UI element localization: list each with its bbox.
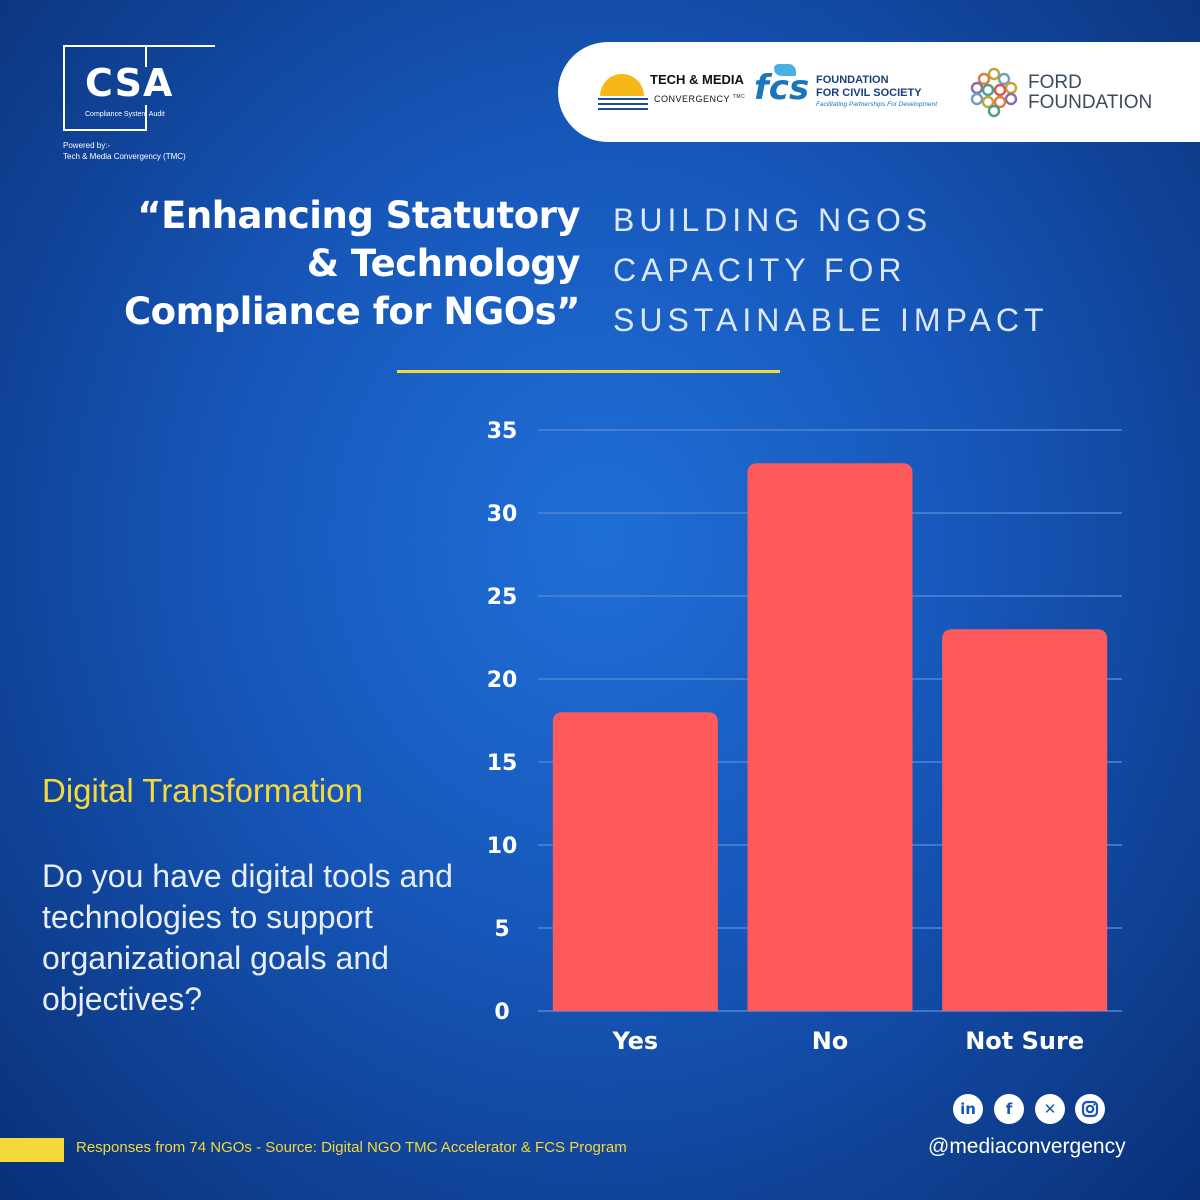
- csa-logo-subtitle: Compliance System Audit: [85, 111, 165, 118]
- chart-bar-not-sure: [942, 629, 1108, 1011]
- footer-source: Responses from 74 NGOs - Source: Digital…: [76, 1139, 627, 1156]
- fcs-tagline: Facilitating Partnerships For Developmen…: [816, 101, 938, 108]
- ford-name-line1: FORD: [1028, 72, 1082, 93]
- instagram-glyph-icon: [1081, 1100, 1099, 1118]
- fcs-name-line1: FOUNDATION: [816, 74, 889, 86]
- tmc-name-line2: CONVERGENCY TMC: [654, 94, 745, 104]
- tmc-name-word: CONVERGENCY: [654, 94, 730, 104]
- tmc-trademark: TMC: [732, 94, 746, 100]
- ford-foundation-emblem-icon: [970, 67, 1018, 118]
- tmc-logo: TECH & MEDIA CONVERGENCY TMC: [598, 70, 745, 120]
- powered-by: Powered by:- Tech & Media Convergency (T…: [63, 140, 186, 162]
- chart-y-tick-label: 35: [487, 419, 518, 444]
- chart-x-tick-labels: Yes No Not Sure: [611, 1027, 1084, 1055]
- bar-chart: 0 5 10 15 20 25 30 35 Yes No Not Sure: [487, 419, 1122, 1055]
- csa-logo-frame-right-bottom: [145, 105, 147, 129]
- instagram-icon[interactable]: [1075, 1094, 1105, 1124]
- fcs-bird-icon: [774, 64, 796, 76]
- chart-y-tick-label: 10: [487, 834, 518, 859]
- chart-bar-yes: [552, 712, 718, 1011]
- fcs-name-line2: FOR CIVIL SOCIETY: [816, 87, 922, 99]
- subheadline: BUILDING NGOS CAPACITY FOR SUSTAINABLE I…: [613, 195, 1049, 345]
- ford-foundation-logo: FORD FOUNDATION: [968, 66, 1188, 120]
- headline: “Enhancing Statutory & Technology Compli…: [80, 192, 580, 336]
- chart-x-tick-label: No: [812, 1027, 849, 1055]
- facebook-icon[interactable]: f: [994, 1094, 1024, 1124]
- social-icons: in f ✕: [953, 1094, 1113, 1126]
- chart-bars: [552, 463, 1108, 1011]
- chart-y-tick-label: 20: [487, 668, 518, 693]
- linkedin-icon[interactable]: in: [953, 1094, 983, 1124]
- subheadline-line: SUSTAINABLE IMPACT: [613, 302, 1049, 338]
- tmc-waves-icon: [598, 98, 648, 110]
- x-icon[interactable]: ✕: [1035, 1094, 1065, 1124]
- csa-logo-frame: [63, 45, 147, 131]
- headline-divider: [397, 370, 780, 373]
- section-title: Digital Transformation: [42, 772, 363, 809]
- tmc-sun-icon: [600, 74, 644, 96]
- csa-logo-text: CSA: [85, 61, 174, 105]
- tmc-name-line1: TECH & MEDIA: [650, 72, 744, 87]
- headline-line: “Enhancing Statutory: [137, 194, 580, 237]
- csa-logo: CSA Compliance System Audit Powered by:-…: [63, 45, 215, 161]
- sponsor-bar: TECH & MEDIA CONVERGENCY TMC fcs FOUNDAT…: [558, 42, 1200, 142]
- social-handle[interactable]: @mediaconvergency: [928, 1135, 1126, 1158]
- csa-logo-frame-right-top: [145, 45, 147, 67]
- headline-line: Compliance for NGOs”: [124, 290, 580, 333]
- chart-y-tick-labels: 0 5 10 15 20 25 30 35: [487, 419, 518, 1025]
- powered-by-line1: Powered by:-: [63, 141, 111, 150]
- ford-name-line2: FOUNDATION: [1028, 92, 1153, 113]
- fcs-logo: fcs FOUNDATION FOR CIVIL SOCIETY Facilit…: [754, 64, 944, 118]
- csa-logo-frame-top: [145, 45, 215, 47]
- chart-y-tick-label: 15: [487, 751, 518, 776]
- chart-y-tick-label: 30: [487, 502, 518, 527]
- chart-y-tick-label: 0: [494, 1000, 509, 1025]
- powered-by-line2: Tech & Media Convergency (TMC): [63, 152, 186, 161]
- footer-accent-bar: [0, 1138, 64, 1162]
- survey-question: Do you have digital tools and technologi…: [42, 858, 453, 1017]
- chart-bar-no: [747, 463, 913, 1011]
- headline-line: & Technology: [306, 242, 581, 285]
- chart-x-tick-label: Yes: [611, 1027, 658, 1055]
- chart-y-tick-label: 5: [494, 917, 509, 942]
- subheadline-line: CAPACITY FOR: [613, 252, 907, 288]
- chart-y-tick-label: 25: [487, 585, 518, 610]
- subheadline-line: BUILDING NGOS: [613, 202, 933, 238]
- fcs-mark: fcs: [754, 68, 810, 108]
- chart-x-tick-label: Not Sure: [965, 1027, 1084, 1055]
